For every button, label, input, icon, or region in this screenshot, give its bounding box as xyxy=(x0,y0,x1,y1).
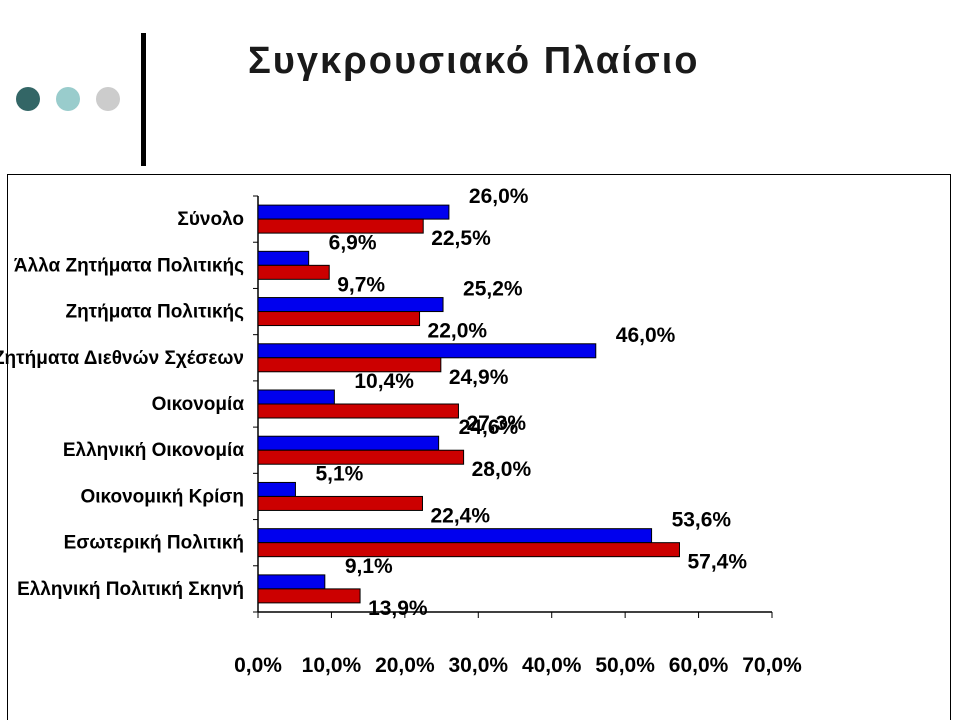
data-label-red: 13,9% xyxy=(368,597,428,620)
bar-blue xyxy=(257,297,444,313)
bar-blue xyxy=(257,250,310,266)
data-label-blue: 53,6% xyxy=(672,509,732,532)
category-label: Οικονομία xyxy=(152,394,245,415)
page-title: Συγκρουσιακό Πλαίσιο xyxy=(248,40,700,82)
data-label-blue: 26,0% xyxy=(469,185,529,208)
data-label-red: 57,4% xyxy=(687,551,747,574)
data-label-red: 22,0% xyxy=(428,320,488,343)
x-tick-label: 30,0% xyxy=(449,654,509,677)
bar-blue xyxy=(257,481,296,497)
x-tick-label: 60,0% xyxy=(669,654,729,677)
category-label: Οικονομική Κρίση xyxy=(80,486,244,507)
data-label-blue: 25,2% xyxy=(463,278,523,301)
category-label: Ελληνική Πολιτική Σκηνή xyxy=(17,579,244,600)
bar-red xyxy=(257,495,423,511)
bar-red xyxy=(257,264,330,280)
x-tick-label: 20,0% xyxy=(375,654,435,677)
bar-blue xyxy=(257,343,597,359)
data-label-red: 27,3% xyxy=(466,412,526,435)
data-label-red: 28,0% xyxy=(472,458,532,481)
category-label: Άλλα Ζητήματα Πολιτικής xyxy=(14,255,244,276)
data-label-red: 22,5% xyxy=(431,227,491,250)
title-divider xyxy=(141,33,146,166)
bar-blue xyxy=(257,204,450,220)
bar-red xyxy=(257,218,424,234)
category-label: Σύνολο xyxy=(177,209,244,230)
decor-dot-dark xyxy=(16,87,40,111)
bar-red xyxy=(257,311,421,327)
data-label-red: 24,9% xyxy=(449,366,509,389)
bar-blue xyxy=(257,389,335,405)
category-label: Ζητήματα Πολιτικής xyxy=(65,302,244,323)
x-tick-label: 70,0% xyxy=(742,654,802,677)
data-label-blue: 24,6% xyxy=(459,416,519,439)
bar-red xyxy=(257,542,680,558)
bar-red xyxy=(257,588,361,604)
data-label-blue: 46,0% xyxy=(616,324,676,347)
data-label-blue: 10,4% xyxy=(354,370,414,393)
x-tick-label: 10,0% xyxy=(302,654,362,677)
decor-dot-light xyxy=(56,87,80,111)
bar-blue xyxy=(257,528,653,544)
bar-red xyxy=(257,357,442,373)
x-tick-label: 40,0% xyxy=(522,654,582,677)
data-label-blue: 6,9% xyxy=(329,231,377,254)
category-label: Ζητήματα Διεθνών Σχέσεων xyxy=(0,348,244,369)
category-label: Εσωτερική Πολιτική xyxy=(64,533,244,554)
data-label-red: 22,4% xyxy=(430,504,490,527)
decor-dot-grey xyxy=(96,87,120,111)
data-label-red: 9,7% xyxy=(337,273,385,296)
x-tick-label: 0,0% xyxy=(234,654,282,677)
bar-red xyxy=(257,449,465,465)
data-label-blue: 9,1% xyxy=(345,555,393,578)
bar-blue xyxy=(257,435,440,451)
chart-frame xyxy=(7,174,951,720)
bar-red xyxy=(257,403,459,419)
x-tick-label: 50,0% xyxy=(595,654,655,677)
category-label: Ελληνική Οικονομία xyxy=(63,440,244,461)
bar-blue xyxy=(257,574,326,590)
data-label-blue: 5,1% xyxy=(315,462,363,485)
